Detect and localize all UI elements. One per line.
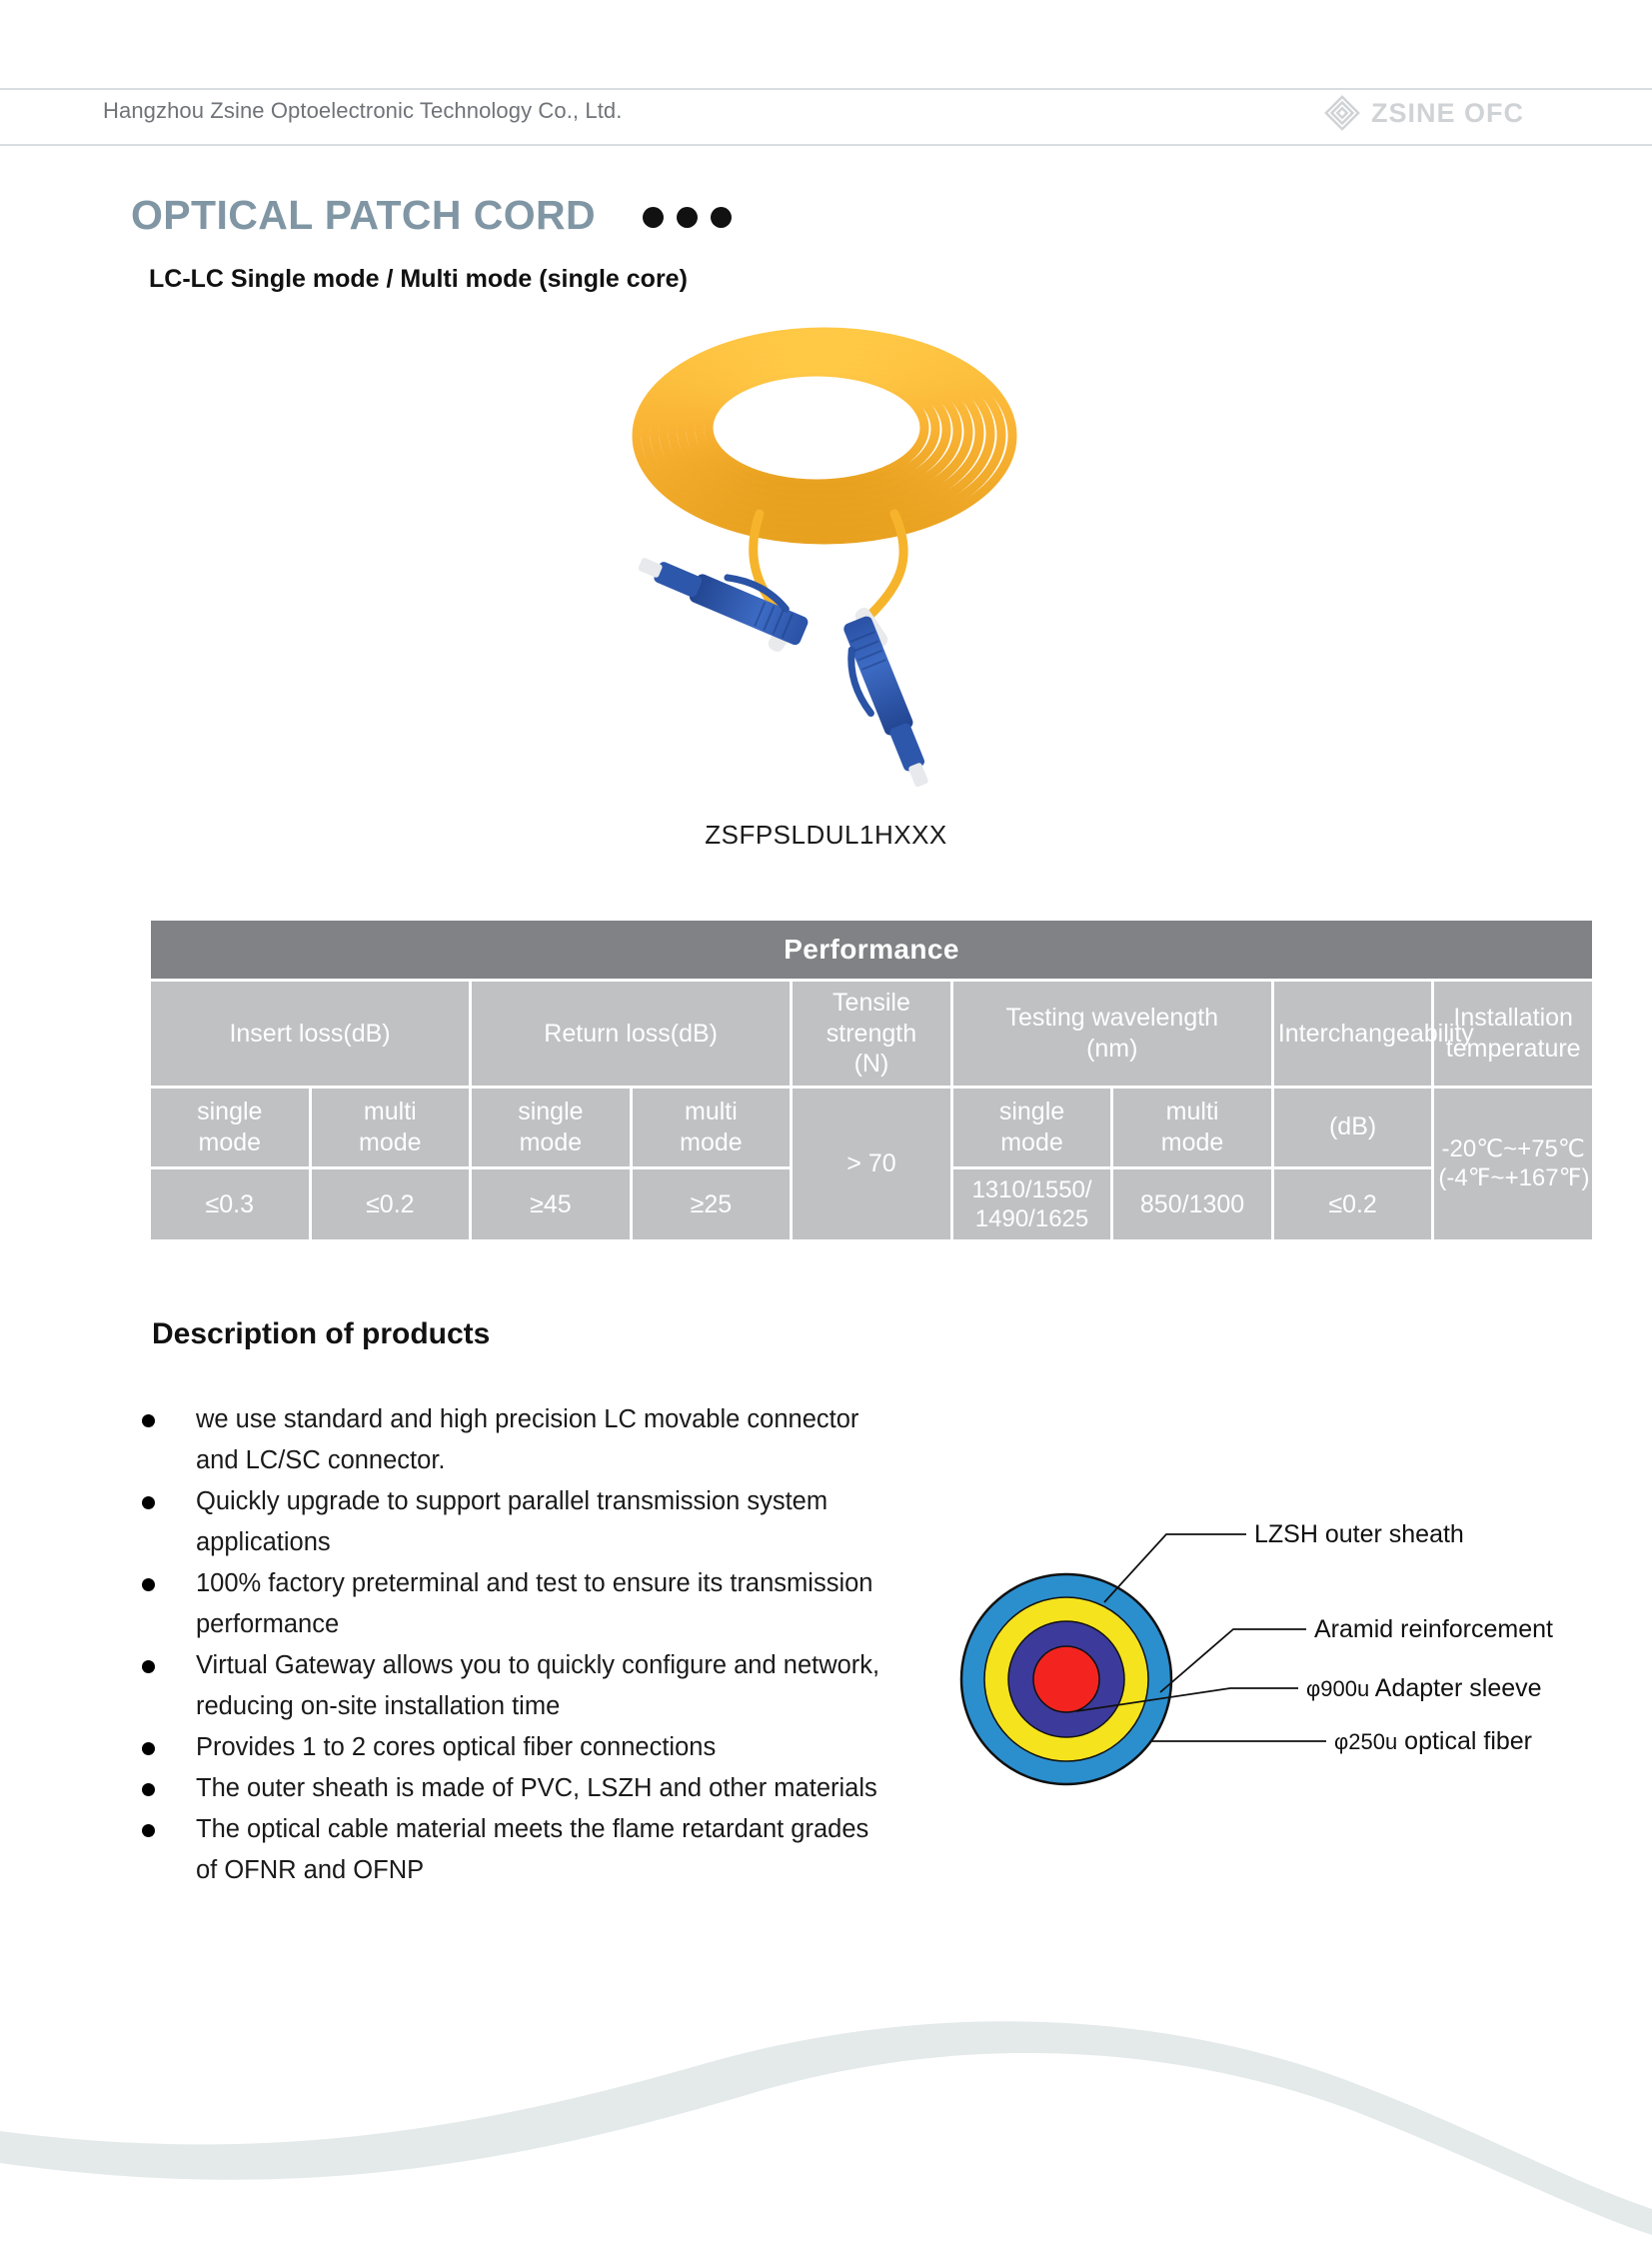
- product-photo: [610, 318, 1039, 798]
- brand-logo: ZSINE OFC: [1323, 94, 1524, 132]
- col-group-testing-wavelength: Testing wavelength (nm): [952, 982, 1271, 1086]
- list-item: The optical cable material meets the fla…: [128, 1809, 887, 1891]
- fiber-cross-section-diagram: LZSH outer sheath Aramid reinforcement φ…: [954, 1479, 1574, 1809]
- col-group-tensile-strength: Tensile strength (N): [793, 982, 950, 1086]
- title-row: OPTICAL PATCH CORD: [131, 192, 733, 239]
- col-group-insert-loss: Insert loss(dB): [151, 982, 470, 1086]
- label-adapter-sleeve: φ900u Adapter sleeve: [1306, 1674, 1542, 1702]
- dot-icon: [711, 207, 733, 228]
- dot-icon: [677, 207, 699, 228]
- sub-return-single: single mode: [472, 1088, 630, 1166]
- sub-insert-multi: multi mode: [311, 1088, 470, 1166]
- description-heading: Description of products: [152, 1317, 491, 1350]
- label-optical-fiber: φ250u optical fiber: [1334, 1727, 1532, 1755]
- value-wavelength-single: 1310/1550/1490/1625: [952, 1168, 1111, 1240]
- sub-wavelength-single: single mode: [952, 1088, 1111, 1166]
- fiber-layers: [959, 1572, 1173, 1786]
- value-insert-multi: ≤0.2: [311, 1168, 470, 1240]
- footer-wave-decoration: [0, 2013, 1652, 2243]
- col-group-interchangeability: Interchangeability: [1273, 982, 1474, 1086]
- list-item: The outer sheath is made of PVC, LSZH an…: [128, 1768, 887, 1809]
- table-group-header-row: Insert loss(dB) Return loss(dB) Tensile s…: [151, 982, 1592, 1086]
- label-lzsh-outer-sheath: LZSH outer sheath: [1254, 1520, 1464, 1548]
- page-header-band: [0, 88, 1652, 146]
- value-insert-single: ≤0.3: [151, 1168, 309, 1240]
- value-tensile-strength: > 70: [793, 1088, 950, 1240]
- table-title-row: Performance: [151, 921, 1592, 979]
- sub-insert-single: single mode: [151, 1088, 309, 1166]
- sub-wavelength-multi: multi mode: [1113, 1088, 1271, 1166]
- performance-table: Performance Insert loss(dB) Return loss(…: [148, 918, 1595, 1242]
- list-item: Provides 1 to 2 cores optical fiber conn…: [128, 1727, 887, 1768]
- table-value-row: ≤0.3 ≤0.2 ≥45 ≥25 1310/1550/1490/1625 85…: [151, 1168, 1592, 1240]
- zsine-diamond-logo-icon: [1323, 94, 1361, 132]
- sub-return-multi: multi mode: [632, 1088, 791, 1166]
- list-item: Quickly upgrade to support parallel tran…: [128, 1481, 887, 1563]
- list-item: we use standard and high precision LC mo…: [128, 1399, 887, 1481]
- table-title: Performance: [151, 921, 1592, 979]
- value-wavelength-multi: 850/1300: [1113, 1168, 1271, 1240]
- brand-name: ZSINE OFC: [1370, 97, 1524, 128]
- tensile-strength-label: Tensile strength (N): [826, 989, 917, 1078]
- value-interchangeability: ≤0.2: [1273, 1168, 1432, 1240]
- installation-temperature-label: Installation temperature: [1445, 1004, 1581, 1063]
- list-item: Virtual Gateway allows you to quickly co…: [128, 1645, 887, 1727]
- value-return-multi: ≥25: [632, 1168, 791, 1240]
- table-subheader-row: single mode multi mode single mode multi mod…: [151, 1088, 1592, 1240]
- value-installation-temperature: -20℃~+75℃ (-4℉~+167℉): [1434, 1088, 1592, 1240]
- page-title: OPTICAL PATCH CORD: [131, 192, 597, 238]
- dot-icon: [643, 207, 665, 228]
- label-aramid-reinforcement: Aramid reinforcement: [1314, 1615, 1553, 1643]
- model-number: ZSFPSLDUL1HXXX: [705, 820, 947, 850]
- col-group-return-loss: Return loss(dB): [472, 982, 791, 1086]
- col-group-installation-temperature: Installation temperature: [1434, 982, 1592, 1086]
- value-return-single: ≥45: [472, 1168, 630, 1240]
- sub-interchangeability-unit: (dB): [1273, 1088, 1432, 1166]
- testing-wavelength-label: Testing wavelength (nm): [1005, 1004, 1219, 1063]
- description-bullet-list: we use standard and high precision LC mo…: [128, 1399, 887, 1891]
- list-item: 100% factory preterminal and test to ens…: [128, 1563, 887, 1645]
- title-dots-decoration: [643, 207, 733, 228]
- page-subtitle: LC-LC Single mode / Multi mode (single c…: [149, 265, 688, 293]
- company-name: Hangzhou Zsine Optoelectronic Technology…: [103, 98, 623, 123]
